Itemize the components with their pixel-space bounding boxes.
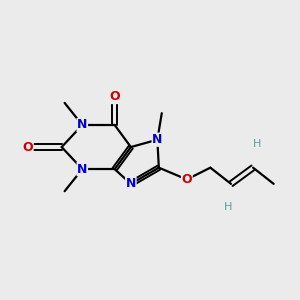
Text: H: H [253,139,262,149]
Text: N: N [77,118,88,131]
Text: O: O [22,141,33,154]
Text: O: O [110,91,120,103]
Text: O: O [182,173,192,186]
Text: N: N [77,163,88,176]
Text: H: H [224,202,232,212]
Text: N: N [152,133,163,146]
Text: N: N [126,177,136,190]
